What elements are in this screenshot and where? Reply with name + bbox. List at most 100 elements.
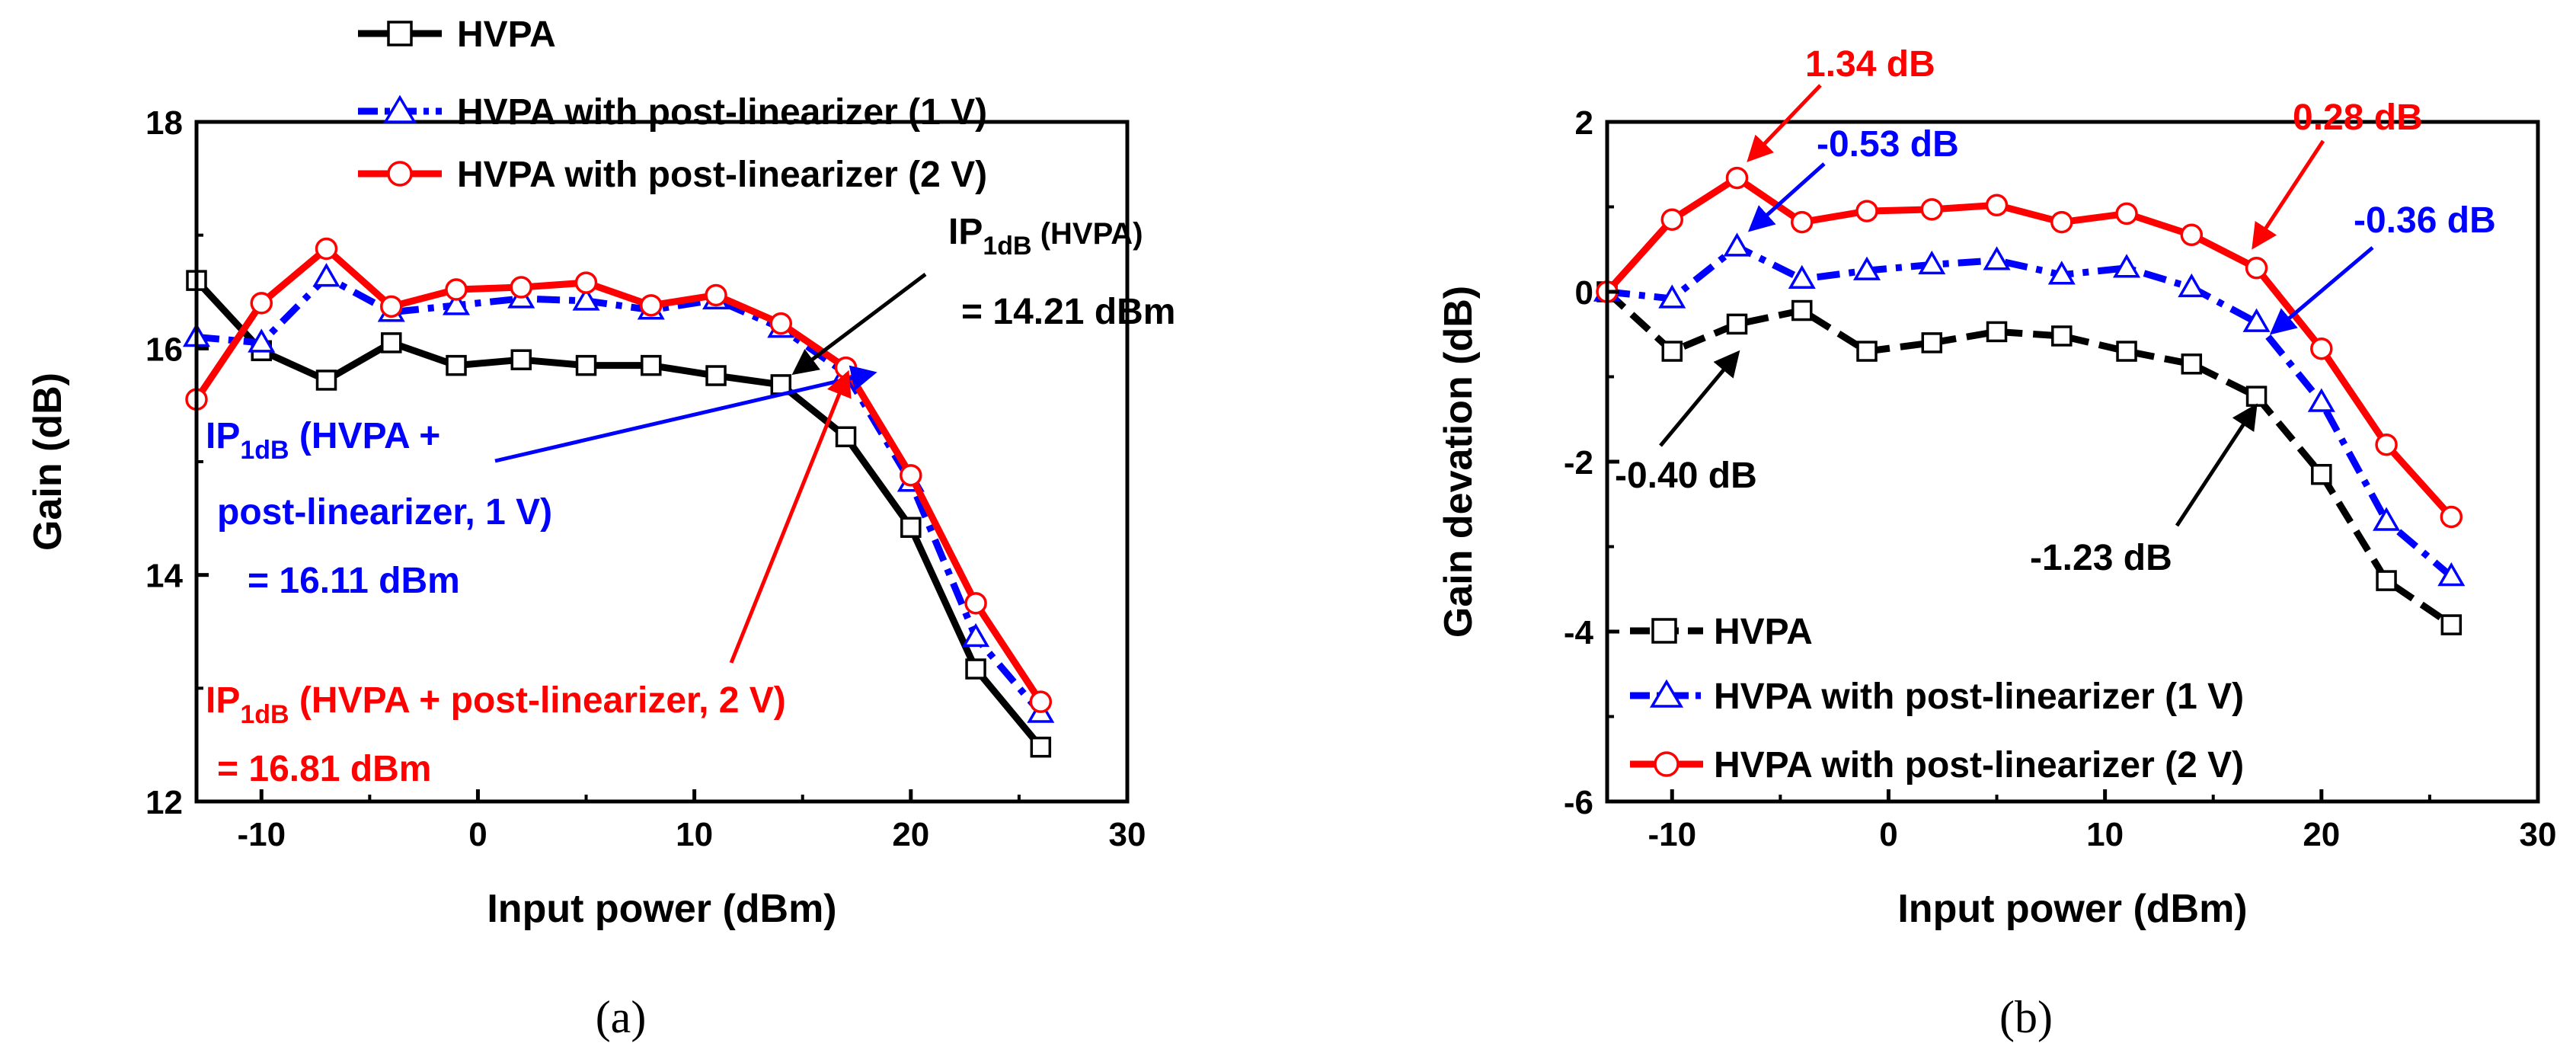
svg-text:= 14.21 dBm: = 14.21 dBm xyxy=(961,292,1175,332)
data-point-square xyxy=(900,517,922,538)
annotation-arrow-1v xyxy=(494,365,877,463)
annotation-arrow-m0p53 xyxy=(1747,162,1826,232)
data-point-circle xyxy=(964,592,987,615)
y-tick-label: 0 xyxy=(1575,274,1593,312)
legend-label-hvpa: HVPA xyxy=(457,14,556,55)
y-tick-label: 18 xyxy=(145,104,183,142)
svg-text:= 16.11 dBm: = 16.11 dBm xyxy=(248,561,460,601)
y-tick-label: -4 xyxy=(1564,614,1594,651)
y-tick-label: 16 xyxy=(145,331,183,368)
annotation-arrow-m1p23 xyxy=(2175,403,2258,527)
x-tick-label: 10 xyxy=(2086,816,2124,853)
panel-a-subcaption: (a) xyxy=(596,992,647,1042)
data-point-square xyxy=(770,374,792,395)
svg-text:-0.36 dB: -0.36 dB xyxy=(2354,200,2496,241)
svg-text:-0.40 dB: -0.40 dB xyxy=(1615,456,1757,496)
x-tick-label: 20 xyxy=(892,816,929,853)
panel-b-axis-ticks: -10 0 10 20 30 -6 -4 -2 0 2 xyxy=(1564,104,2557,853)
data-point-triangle xyxy=(2047,261,2076,285)
data-point-square xyxy=(510,349,532,370)
x-tick-label: 0 xyxy=(1879,816,1897,853)
data-point-triangle xyxy=(2437,562,2466,587)
legend-swatch-2v xyxy=(358,161,442,187)
data-point-circle xyxy=(1029,690,1053,713)
x-tick-label: 30 xyxy=(2520,816,2557,853)
data-point-circle xyxy=(900,464,922,487)
y-tick-label: 12 xyxy=(145,784,183,821)
x-tick-label: 0 xyxy=(468,816,487,853)
data-point-circle xyxy=(315,237,338,261)
panel-b-y-axis-label: Gain devation (dB) xyxy=(1437,286,1481,638)
data-point-triangle xyxy=(2113,254,2141,278)
data-point-circle xyxy=(2180,223,2204,247)
data-point-square xyxy=(315,370,337,391)
data-point-square xyxy=(1986,321,2008,343)
data-point-square xyxy=(835,426,857,448)
data-point-square xyxy=(2376,570,2397,591)
svg-text:-0.53 dB: -0.53 dB xyxy=(1817,124,1959,165)
data-point-circle xyxy=(769,312,793,335)
svg-text:-1.23 dB: -1.23 dB xyxy=(2030,538,2172,578)
panel-b-series-layer xyxy=(1593,166,2466,635)
svg-text:0.28 dB: 0.28 dB xyxy=(2293,98,2423,138)
legend-swatch-hvpa-b xyxy=(1630,618,1703,644)
annotation-m0p36: -0.36 dB xyxy=(2269,200,2496,335)
annotation-m0p53: -0.53 dB xyxy=(1747,124,1959,232)
chart-panel-b: -10 0 10 20 30 -6 -4 -2 0 2 Input power (dBm) Gai… xyxy=(1437,44,2556,1042)
y-tick-label: 14 xyxy=(145,558,183,595)
data-point-circle xyxy=(445,278,468,301)
panel-b-x-axis-label: Input power (dBm) xyxy=(1897,887,2247,931)
panel-a-series-layer xyxy=(182,237,1055,758)
data-point-circle xyxy=(1985,194,2009,217)
legend-swatch-1v-b xyxy=(1630,679,1703,708)
annotation-m0p40: -0.40 dB xyxy=(1615,350,1757,496)
data-point-square xyxy=(575,354,597,376)
legend-label-hvpa-b: HVPA xyxy=(1714,612,1813,652)
svg-text:IP1dB (HVPA +: IP1dB (HVPA + xyxy=(206,416,440,465)
data-point-triangle xyxy=(1723,232,1751,257)
svg-text:post-linearizer, 1 V): post-linearizer, 1 V) xyxy=(217,492,552,533)
data-point-triangle xyxy=(2178,273,2206,298)
annotation-arrow-hvpa xyxy=(791,273,927,376)
data-point-square xyxy=(705,365,727,386)
svg-text:IP1dB (HVPA + post-linearizer,: IP1dB (HVPA + post-linearizer, 2 V) xyxy=(206,680,786,729)
data-point-square xyxy=(1726,313,1748,335)
data-point-square xyxy=(1030,736,1052,758)
annotation-ip1db-1v: IP1dB (HVPA + post-linearizer, 1 V) = 16… xyxy=(206,365,877,601)
data-point-square xyxy=(1856,341,1878,362)
svg-text:= 16.81 dBm: = 16.81 dBm xyxy=(217,749,431,789)
panel-a-legend: HVPA HVPA with post-linearizer (1 V) HVP… xyxy=(358,14,987,195)
data-point-circle xyxy=(2310,337,2333,360)
data-point-square xyxy=(2181,354,2203,375)
data-point-circle xyxy=(380,295,403,318)
data-point-circle xyxy=(2245,257,2268,280)
annotation-arrow-m0p36 xyxy=(2269,246,2374,335)
data-point-circle xyxy=(705,283,727,307)
series-line-0 xyxy=(1604,289,2453,628)
data-point-square xyxy=(2245,386,2268,407)
legend-swatch-2v-b xyxy=(1630,751,1703,777)
series-line-2 xyxy=(193,245,1044,704)
data-point-triangle xyxy=(2373,507,2401,531)
chart-panel-a: -10 0 10 20 30 12 14 16 18 Input power (dBm) Gai… xyxy=(26,14,1175,1042)
data-point-circle xyxy=(1725,166,1749,190)
data-point-circle xyxy=(250,292,273,315)
panel-b-subcaption: (b) xyxy=(1999,992,2053,1042)
data-point-square xyxy=(1791,299,1813,322)
annotation-arrow-m0p40 xyxy=(1659,350,1740,447)
y-tick-label: 2 xyxy=(1575,104,1593,142)
data-point-triangle xyxy=(1852,256,1881,280)
x-tick-label: 10 xyxy=(676,816,713,853)
legend-swatch-1v xyxy=(358,94,442,123)
data-point-square xyxy=(446,354,467,376)
data-point-triangle xyxy=(1658,284,1686,309)
x-tick-label: 30 xyxy=(1109,816,1146,853)
legend-swatch-hvpa xyxy=(358,21,442,46)
data-point-square xyxy=(641,354,662,376)
legend-label-1v-b: HVPA with post-linearizer (1 V) xyxy=(1714,677,2244,717)
annotation-m1p23: -1.23 dB xyxy=(2030,403,2258,578)
x-tick-label: -10 xyxy=(1648,816,1696,853)
data-point-triangle xyxy=(1788,264,1816,290)
panel-a-y-axis-label: Gain (dB) xyxy=(26,373,70,551)
